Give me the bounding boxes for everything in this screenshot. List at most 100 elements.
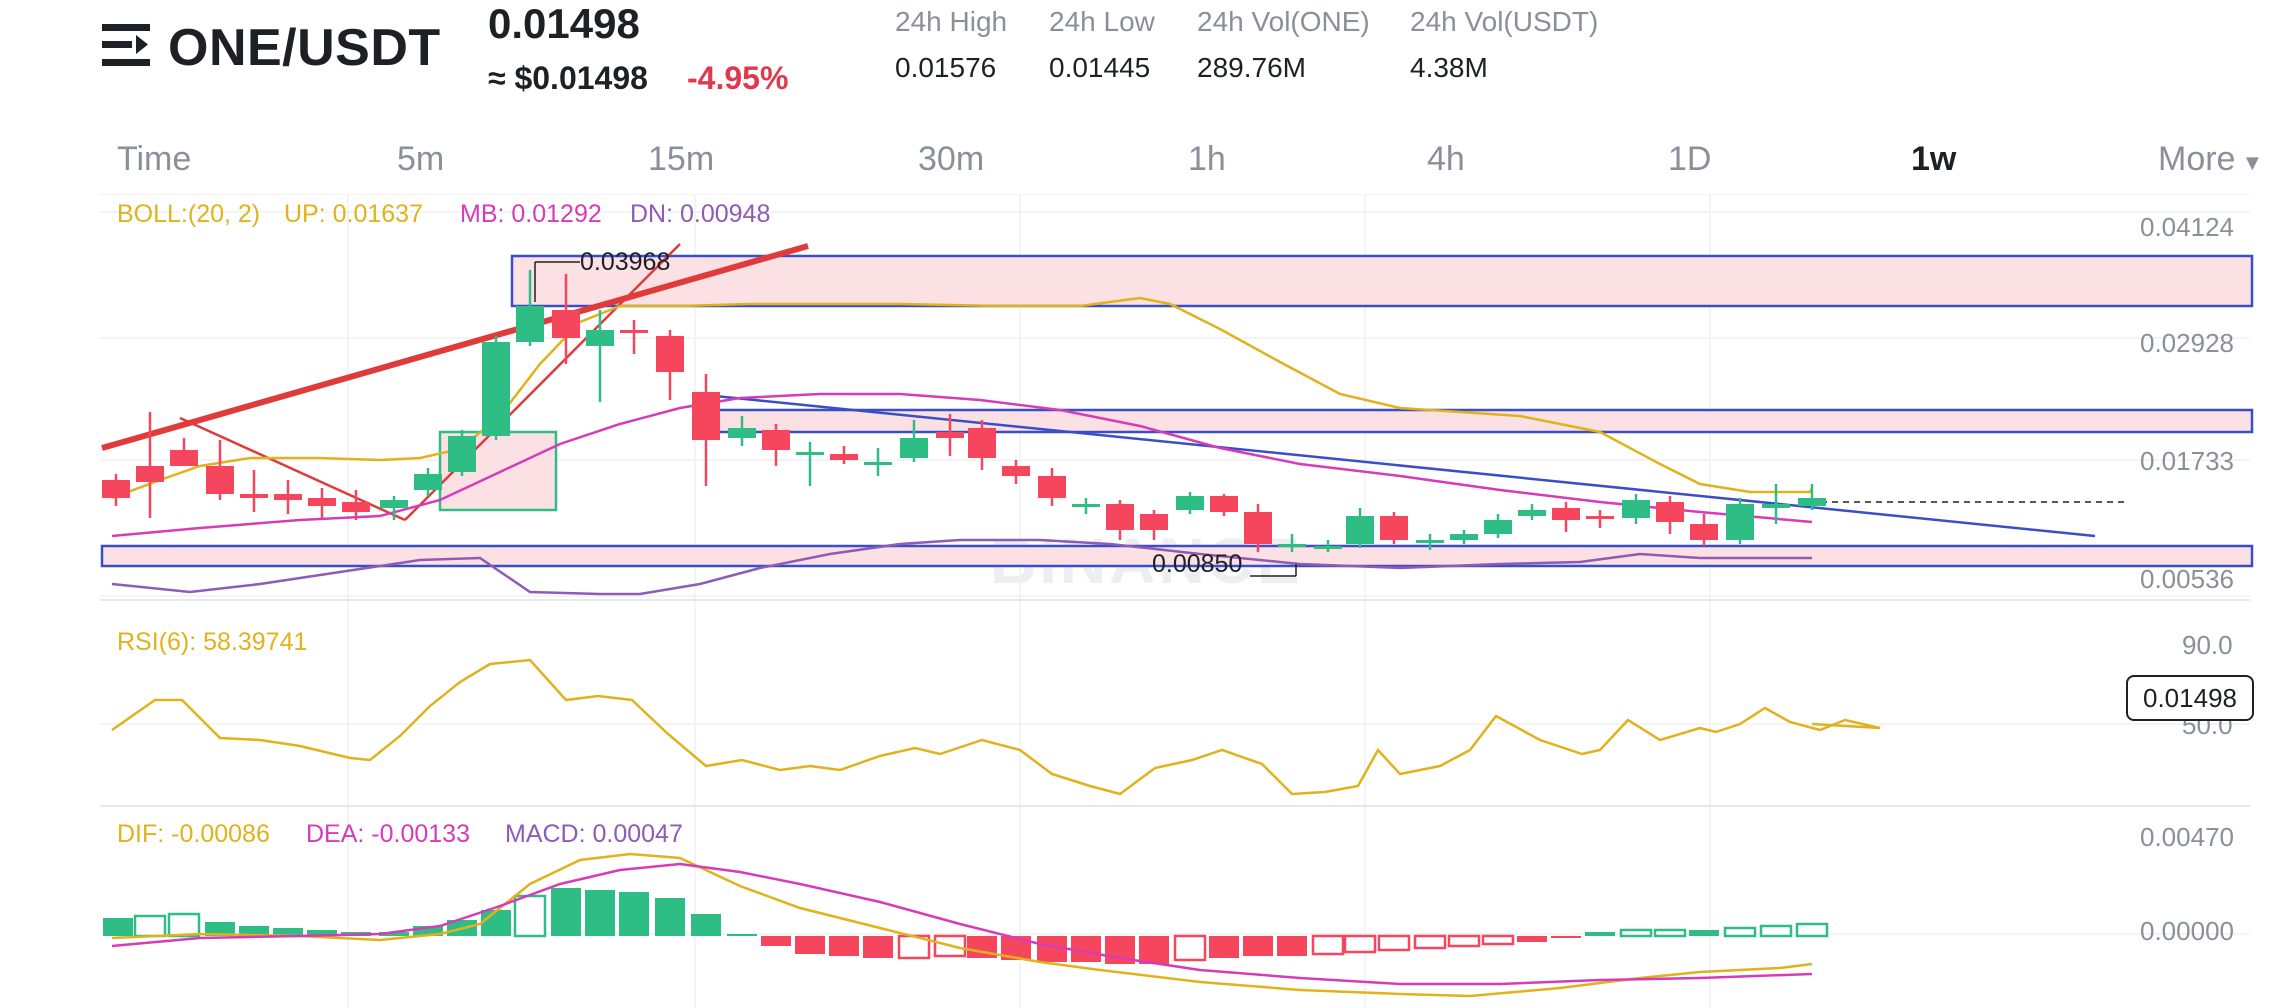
macd-bar <box>585 890 615 936</box>
menu-icon[interactable] <box>102 22 150 68</box>
support-zone[interactable] <box>100 544 2254 568</box>
candle-body[interactable] <box>864 462 892 465</box>
tab-time[interactable]: Time <box>117 140 192 178</box>
stat-24h-vol-base: 24h Vol(ONE) 289.76M <box>1197 6 1370 84</box>
candle-body[interactable] <box>1518 510 1546 516</box>
macd-bar <box>205 922 235 936</box>
candle-body[interactable] <box>936 432 964 438</box>
tab-1d[interactable]: 1D <box>1668 140 1712 178</box>
stat-label: 24h High <box>895 6 1008 37</box>
candle-body[interactable] <box>274 494 302 500</box>
candle-body[interactable] <box>656 336 684 372</box>
macd-bar <box>1585 932 1615 936</box>
candle-body[interactable] <box>308 498 336 506</box>
stat-24h-low: 24h Low 0.01445 <box>1049 6 1155 84</box>
trading-pair-title[interactable]: ONE/USDT <box>168 19 441 77</box>
candle-body[interactable] <box>1244 512 1272 544</box>
candle-body[interactable] <box>1002 466 1030 476</box>
tab-1w[interactable]: 1w <box>1911 140 1957 178</box>
candle-body[interactable] <box>586 330 614 346</box>
resistance-zone-top[interactable] <box>510 254 2254 308</box>
candle-body[interactable] <box>1586 516 1614 519</box>
axis-price-label: 0.02928 <box>2140 328 2234 358</box>
candle-body[interactable] <box>206 466 234 494</box>
candle-body[interactable] <box>1210 496 1238 512</box>
macd-bar <box>379 932 409 936</box>
candle-body[interactable] <box>482 342 510 436</box>
dif-line <box>111 852 1813 998</box>
candle-body[interactable] <box>1552 508 1580 520</box>
chart-area[interactable]: BINANCE <box>0 194 2296 1008</box>
candle-body[interactable] <box>830 454 858 460</box>
candle-body[interactable] <box>900 438 928 458</box>
tab-30m[interactable]: 30m <box>918 140 985 178</box>
candle-body[interactable] <box>240 494 268 498</box>
candle-body[interactable] <box>102 480 130 498</box>
stat-label: 24h Vol(ONE) <box>1197 6 1370 37</box>
candle-body[interactable] <box>170 450 198 466</box>
candle-body[interactable] <box>448 436 476 472</box>
candle-body[interactable] <box>1622 500 1650 518</box>
macd-bar <box>619 892 649 936</box>
tab-15m[interactable]: 15m <box>648 140 715 178</box>
candle-body[interactable] <box>692 392 720 440</box>
tab-4h[interactable]: 4h <box>1427 140 1465 178</box>
candle-body[interactable] <box>1176 496 1204 510</box>
macd-bar <box>1689 930 1719 936</box>
candle-body[interactable] <box>762 430 790 450</box>
macd-bar <box>1413 934 1447 950</box>
macd-bar <box>1243 936 1273 956</box>
macd-bar <box>1759 924 1793 938</box>
candle-body[interactable] <box>136 466 164 482</box>
candle-body[interactable] <box>414 474 442 490</box>
candle-body[interactable] <box>968 428 996 458</box>
candle-body[interactable] <box>796 452 824 455</box>
candlesticks <box>102 270 1826 552</box>
candle-body[interactable] <box>1380 516 1408 540</box>
macd-bar <box>863 936 893 958</box>
current-price-tag: 0.01498 <box>2126 675 2254 721</box>
candle-body[interactable] <box>1416 540 1444 543</box>
chart-canvas: 0.03968 0.00850 <box>100 194 2254 1008</box>
candle-body[interactable] <box>380 500 408 508</box>
candle-body[interactable] <box>1484 520 1512 534</box>
last-price: 0.01498 <box>488 0 640 47</box>
candle-body[interactable] <box>1140 514 1168 530</box>
candle-body[interactable] <box>342 502 370 512</box>
candle-body[interactable] <box>1656 502 1684 522</box>
red-trendline[interactable] <box>101 243 809 451</box>
blue-trendline[interactable] <box>714 394 2096 538</box>
timeframe-bar: Time 5m 15m 30m 1h 4h 1D 1w More ▼ <box>0 130 2296 190</box>
candle-body[interactable] <box>1038 476 1066 498</box>
candle-body[interactable] <box>620 330 648 333</box>
candle-body[interactable] <box>1106 504 1134 530</box>
tab-more[interactable]: More ▼ <box>2158 140 2263 179</box>
candle-body[interactable] <box>1798 498 1826 506</box>
tab-1h[interactable]: 1h <box>1188 140 1226 178</box>
macd-bar <box>1517 936 1547 942</box>
candle-body[interactable] <box>1690 524 1718 540</box>
macd-bar <box>1447 934 1481 948</box>
candle-body[interactable] <box>552 310 580 338</box>
price-change-percent: -4.95% <box>687 60 789 96</box>
candle-body[interactable] <box>1762 504 1790 508</box>
macd-bar <box>133 914 167 938</box>
candle-body[interactable] <box>1450 534 1478 540</box>
candle-body[interactable] <box>1314 546 1342 549</box>
tab-5m[interactable]: 5m <box>397 140 445 178</box>
macd-bar <box>829 936 859 956</box>
boll-up-value: UP: 0.01637 <box>284 200 423 228</box>
candle-body[interactable] <box>1346 516 1374 544</box>
candle-body[interactable] <box>728 428 756 438</box>
macd-bar <box>413 926 443 936</box>
dea-line <box>111 862 1813 986</box>
macd-bar <box>1481 934 1515 946</box>
red-line-b[interactable] <box>404 243 681 521</box>
candle-body[interactable] <box>516 306 544 342</box>
rsi-line <box>111 658 1881 796</box>
macd-bar <box>1071 936 1101 962</box>
candle-body[interactable] <box>1278 544 1306 547</box>
candle-body[interactable] <box>1072 504 1100 507</box>
candle-body[interactable] <box>1726 504 1754 540</box>
dea-value: DEA: -0.00133 <box>306 820 470 848</box>
